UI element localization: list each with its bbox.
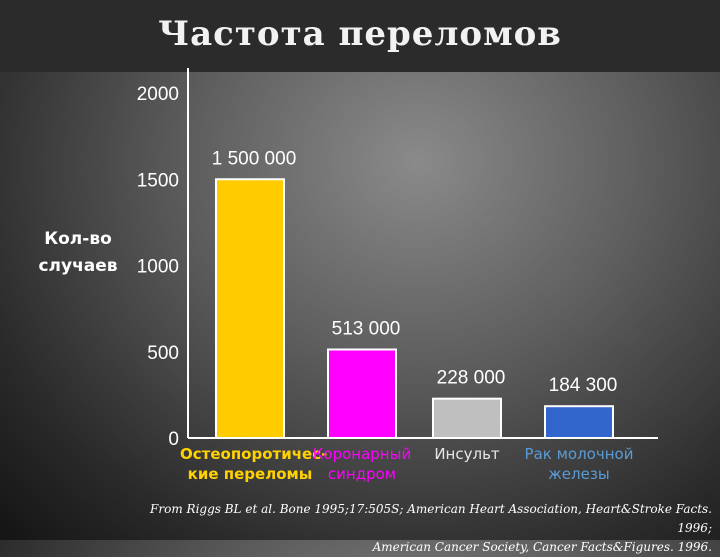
source-line-1: From Riggs BL et al. Bone 1995;17:505S; … bbox=[150, 502, 712, 535]
x-tick-label-1-line2: синдром bbox=[327, 465, 397, 483]
y-axis-label-line2: случаев bbox=[38, 256, 118, 276]
bar-0 bbox=[215, 178, 285, 439]
source-citation: From Riggs BL et al. Bone 1995;17:505S; … bbox=[112, 500, 712, 557]
x-tick-label-0-line1: Остеопоротичес- bbox=[180, 445, 328, 463]
x-tick-label-3: Рак молочной железы bbox=[509, 444, 649, 484]
x-tick-label-3-line2: железы bbox=[548, 465, 610, 483]
bar-chart: 0 500 1000 1500 2000 1 500 000 513 000 228 000 1… bbox=[137, 84, 618, 450]
data-label-1: 513 000 bbox=[332, 319, 401, 340]
page-title: Частота переломов bbox=[158, 14, 562, 54]
data-label-0: 1 500 000 bbox=[212, 148, 297, 169]
x-tick-label-2-line1: Инсульт bbox=[434, 445, 500, 463]
y-tick-label-2: 1000 bbox=[137, 257, 179, 278]
data-label-2: 228 000 bbox=[437, 368, 506, 389]
title-bar bbox=[0, 0, 720, 72]
x-tick-label-0: Остеопоротичес-кие переломы bbox=[180, 444, 328, 484]
bar-1 bbox=[327, 348, 397, 440]
y-axis-label: Кол-во случаев bbox=[28, 226, 128, 280]
x-tick-label-2: Инсульт bbox=[397, 444, 537, 464]
x-tick-label-1: Коронарный синдром bbox=[292, 444, 432, 484]
y-tick-label-4: 2000 bbox=[137, 84, 179, 105]
source-line-2: American Cancer Society, Cancer Facts&Fi… bbox=[372, 540, 712, 554]
bar-3 bbox=[544, 405, 614, 440]
data-label-3: 184 300 bbox=[549, 375, 618, 396]
x-tick-label-1-line1: Коронарный bbox=[312, 445, 412, 463]
x-tick-label-3-line1: Рак молочной bbox=[524, 445, 634, 463]
bar-2 bbox=[432, 397, 502, 440]
y-axis-label-line1: Кол-во bbox=[44, 229, 112, 249]
y-tick-label-1: 500 bbox=[147, 343, 179, 364]
x-tick-label-0-line2: кие переломы bbox=[187, 465, 313, 483]
y-tick-label-3: 1500 bbox=[137, 170, 179, 191]
y-tick-label-0: 0 bbox=[168, 429, 179, 450]
